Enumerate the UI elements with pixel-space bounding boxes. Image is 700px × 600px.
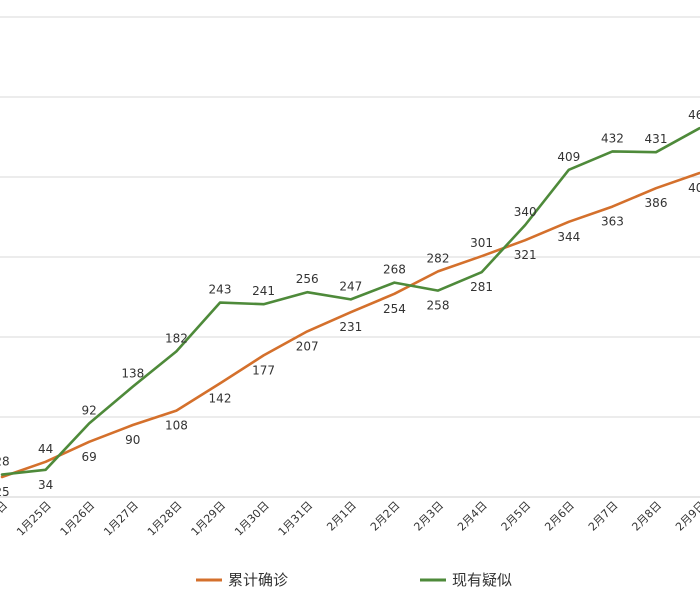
data-label: 231 xyxy=(339,320,362,334)
x-tick-label: 1月29日 xyxy=(189,499,229,539)
data-label: 301 xyxy=(470,236,493,250)
data-label: 177 xyxy=(252,363,275,377)
data-label: 34 xyxy=(38,478,53,492)
data-label: 28 xyxy=(0,455,10,469)
data-label: 256 xyxy=(296,272,319,286)
data-label: 386 xyxy=(645,196,668,210)
data-label: 409 xyxy=(557,150,580,164)
legend-label-suspected: 现有疑似 xyxy=(452,571,512,589)
data-label: 25 xyxy=(0,485,10,499)
data-label: 258 xyxy=(427,299,450,313)
data-labels: 25 28 44 34 69 92 90 138 108 182 142 243 177 241 207 25… xyxy=(0,108,700,499)
data-label: 90 xyxy=(125,433,140,447)
x-tick-label: 2月9日 xyxy=(673,499,700,534)
data-label: 281 xyxy=(470,280,493,294)
data-label: 340 xyxy=(514,205,537,219)
x-tick-label: 2月4日 xyxy=(455,499,490,534)
gridlines xyxy=(0,16,700,418)
x-tick-label: 1月28日 xyxy=(145,499,185,539)
legend: 累计确诊 现有疑似 xyxy=(196,571,512,589)
x-tick-labels: 1月24日 1月25日 1月26日 1月27日 1月28日 1月29日 1月30日 1月31日… xyxy=(0,499,700,539)
x-tick-label: 2月7日 xyxy=(586,499,621,534)
series-lines xyxy=(0,126,700,479)
x-tick-label: 1月31日 xyxy=(276,499,316,539)
data-label: 405 xyxy=(688,181,700,195)
data-label: 44 xyxy=(38,442,53,456)
x-tick-label: 2月5日 xyxy=(499,499,534,534)
data-label: 431 xyxy=(645,132,668,146)
x-tick-label: 1月26日 xyxy=(58,499,98,539)
data-label: 182 xyxy=(165,331,188,345)
data-label: 321 xyxy=(514,248,537,262)
x-tick-label: 2月6日 xyxy=(542,499,577,534)
data-label: 363 xyxy=(601,215,624,229)
data-label: 241 xyxy=(252,284,275,298)
data-label: 138 xyxy=(121,367,144,381)
x-tick-label: 1月25日 xyxy=(14,499,54,539)
series-line-confirmed xyxy=(0,171,700,479)
data-label: 344 xyxy=(557,230,580,244)
data-label: 268 xyxy=(383,263,406,277)
data-label: 461 xyxy=(688,108,700,122)
x-tick-label: 2月1日 xyxy=(324,499,359,534)
x-tick-label: 2月2日 xyxy=(368,499,403,534)
data-label: 247 xyxy=(339,279,362,293)
x-tick-label: 2月8日 xyxy=(629,499,664,534)
data-label: 142 xyxy=(209,391,232,405)
data-label: 108 xyxy=(165,419,188,433)
x-tick-label: 1月27日 xyxy=(101,499,141,539)
data-label: 69 xyxy=(82,450,97,464)
data-label: 207 xyxy=(296,339,319,353)
data-label: 243 xyxy=(209,283,232,297)
data-label: 432 xyxy=(601,131,624,145)
data-label: 282 xyxy=(427,251,450,265)
legend-label-confirmed: 累计确诊 xyxy=(228,571,288,589)
x-tick-label: 1月30日 xyxy=(232,499,272,539)
data-label: 92 xyxy=(82,403,97,417)
series-line-suspected xyxy=(0,126,700,476)
x-tick-label: 1月24日 xyxy=(0,499,10,539)
x-tick-label: 2月3日 xyxy=(411,499,446,534)
data-label: 254 xyxy=(383,302,406,316)
